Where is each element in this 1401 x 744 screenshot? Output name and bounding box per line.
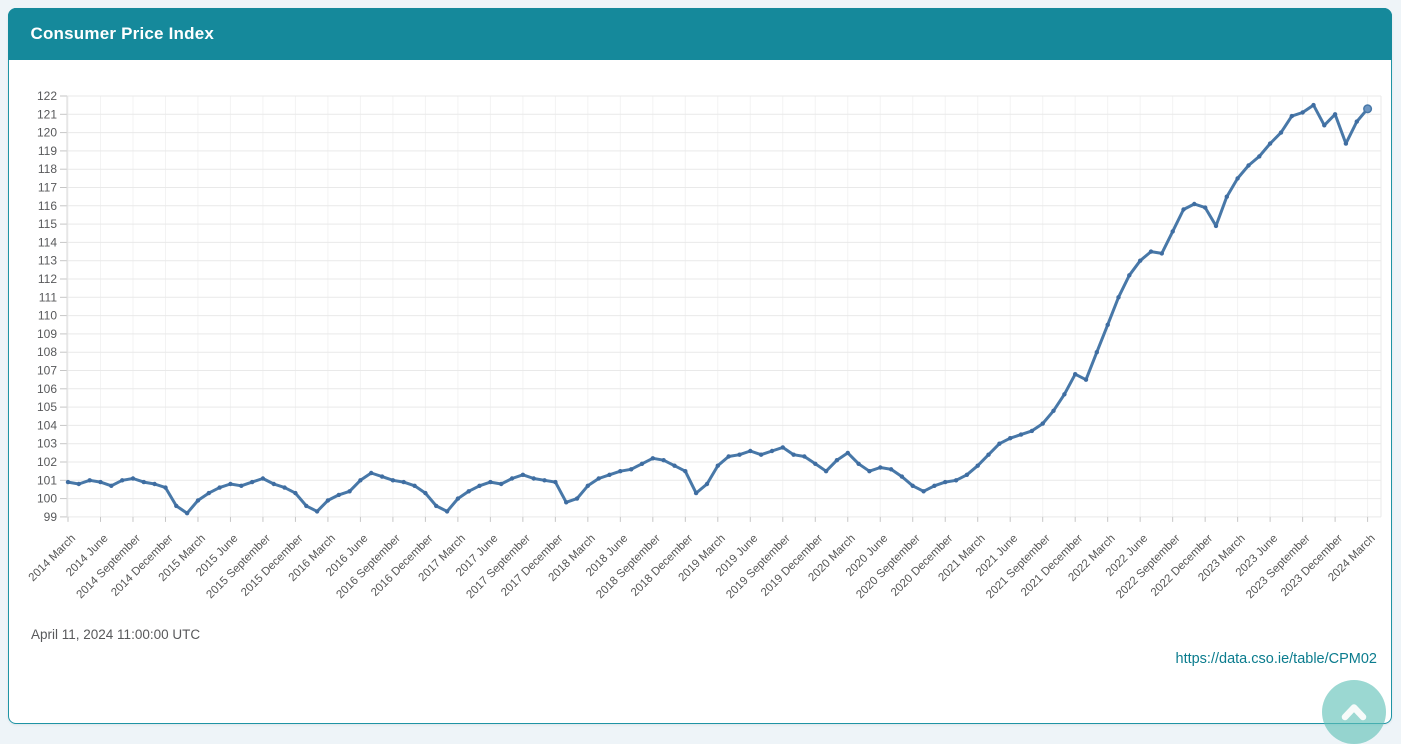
svg-text:108: 108 xyxy=(37,345,57,359)
scroll-to-top-button[interactable] xyxy=(1322,680,1386,744)
chart-area: 99 100 101 102 103 104 105 106 107 108 109 110 111 11… xyxy=(9,61,1390,673)
cpi-card: Consumer Price Index 99 100 101 102 103 104 10… xyxy=(7,7,1392,724)
svg-text:113: 113 xyxy=(38,254,57,268)
svg-text:103: 103 xyxy=(37,437,57,451)
svg-text:101: 101 xyxy=(37,473,57,487)
svg-text:118: 118 xyxy=(38,162,57,176)
svg-text:99: 99 xyxy=(44,510,58,524)
svg-text:105: 105 xyxy=(37,400,57,414)
svg-text:119: 119 xyxy=(38,144,57,158)
last-data-point xyxy=(1363,104,1373,114)
svg-text:122: 122 xyxy=(37,89,57,103)
svg-text:115: 115 xyxy=(38,217,57,231)
cpi-line-chart[interactable]: 99 100 101 102 103 104 105 106 107 108 109 110 111 11… xyxy=(9,61,1390,673)
timestamp: April 11, 2024 11:00:00 UTC xyxy=(31,627,201,642)
svg-text:104: 104 xyxy=(37,418,57,432)
svg-text:117: 117 xyxy=(38,181,57,195)
page-title: Consumer Price Index xyxy=(30,23,215,43)
svg-text:114: 114 xyxy=(38,235,57,249)
svg-text:102: 102 xyxy=(37,455,57,469)
svg-text:112: 112 xyxy=(38,272,57,286)
svg-text:116: 116 xyxy=(38,199,57,213)
svg-text:111: 111 xyxy=(39,290,58,304)
svg-text:121: 121 xyxy=(37,107,57,121)
horizontal-gridlines xyxy=(60,95,1381,518)
svg-text:107: 107 xyxy=(37,364,57,378)
source-link[interactable]: https://data.cso.ie/table/CPM02 xyxy=(1175,651,1378,667)
card-header: Consumer Price Index xyxy=(7,7,1392,60)
vertical-gridlines xyxy=(67,96,1382,517)
svg-text:110: 110 xyxy=(38,309,57,323)
data-point-markers xyxy=(65,102,1370,516)
chevron-up-icon xyxy=(1341,704,1367,721)
svg-text:109: 109 xyxy=(37,327,57,341)
svg-text:106: 106 xyxy=(37,382,57,396)
svg-text:120: 120 xyxy=(37,126,57,140)
svg-text:100: 100 xyxy=(37,492,57,506)
y-axis-labels: 99 100 101 102 103 104 105 106 107 108 109 110 111 11… xyxy=(37,89,57,524)
